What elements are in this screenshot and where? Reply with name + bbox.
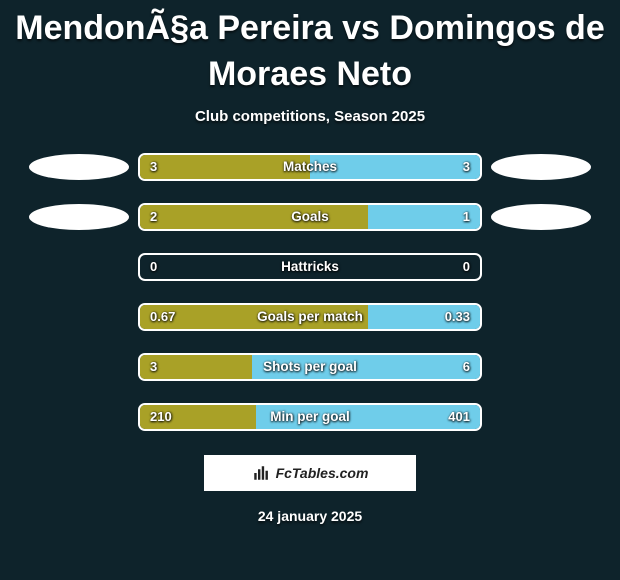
stat-row: 36Shots per goal	[10, 353, 610, 381]
spacer	[491, 304, 591, 330]
stat-bar: 21Goals	[138, 203, 482, 231]
stats-container: 33Matches 21Goals 00Hattricks 0.670.33Goals…	[0, 153, 620, 431]
stat-bar: 210401Min per goal	[138, 403, 482, 431]
stat-row: 21Goals	[10, 203, 610, 231]
spacer	[491, 254, 591, 280]
player-left-ellipse	[29, 204, 129, 230]
stat-row: 210401Min per goal	[10, 403, 610, 431]
spacer	[29, 404, 129, 430]
spacer	[29, 354, 129, 380]
spacer	[29, 304, 129, 330]
stat-label: Matches	[140, 155, 480, 179]
stat-bar: 00Hattricks	[138, 253, 482, 281]
stat-row: 0.670.33Goals per match	[10, 303, 610, 331]
spacer	[491, 404, 591, 430]
chart-icon	[252, 464, 270, 482]
player-right-ellipse	[491, 154, 591, 180]
stat-label: Min per goal	[140, 405, 480, 429]
player-right-ellipse	[491, 204, 591, 230]
stat-bar: 33Matches	[138, 153, 482, 181]
spacer	[29, 254, 129, 280]
stat-label: Goals per match	[140, 305, 480, 329]
stat-label: Shots per goal	[140, 355, 480, 379]
attribution-text: FcTables.com	[276, 465, 369, 481]
stat-bar: 36Shots per goal	[138, 353, 482, 381]
date-text: 24 january 2025	[0, 508, 620, 524]
stat-label: Goals	[140, 205, 480, 229]
stat-row: 33Matches	[10, 153, 610, 181]
page-title: MendonÃ§a Pereira vs Domingos de Moraes …	[0, 0, 620, 98]
spacer	[491, 354, 591, 380]
stat-row: 00Hattricks	[10, 253, 610, 281]
player-left-ellipse	[29, 154, 129, 180]
stat-label: Hattricks	[140, 255, 480, 279]
stat-bar: 0.670.33Goals per match	[138, 303, 482, 331]
attribution-badge: FcTables.com	[202, 453, 418, 493]
page-subtitle: Club competitions, Season 2025	[0, 108, 620, 125]
